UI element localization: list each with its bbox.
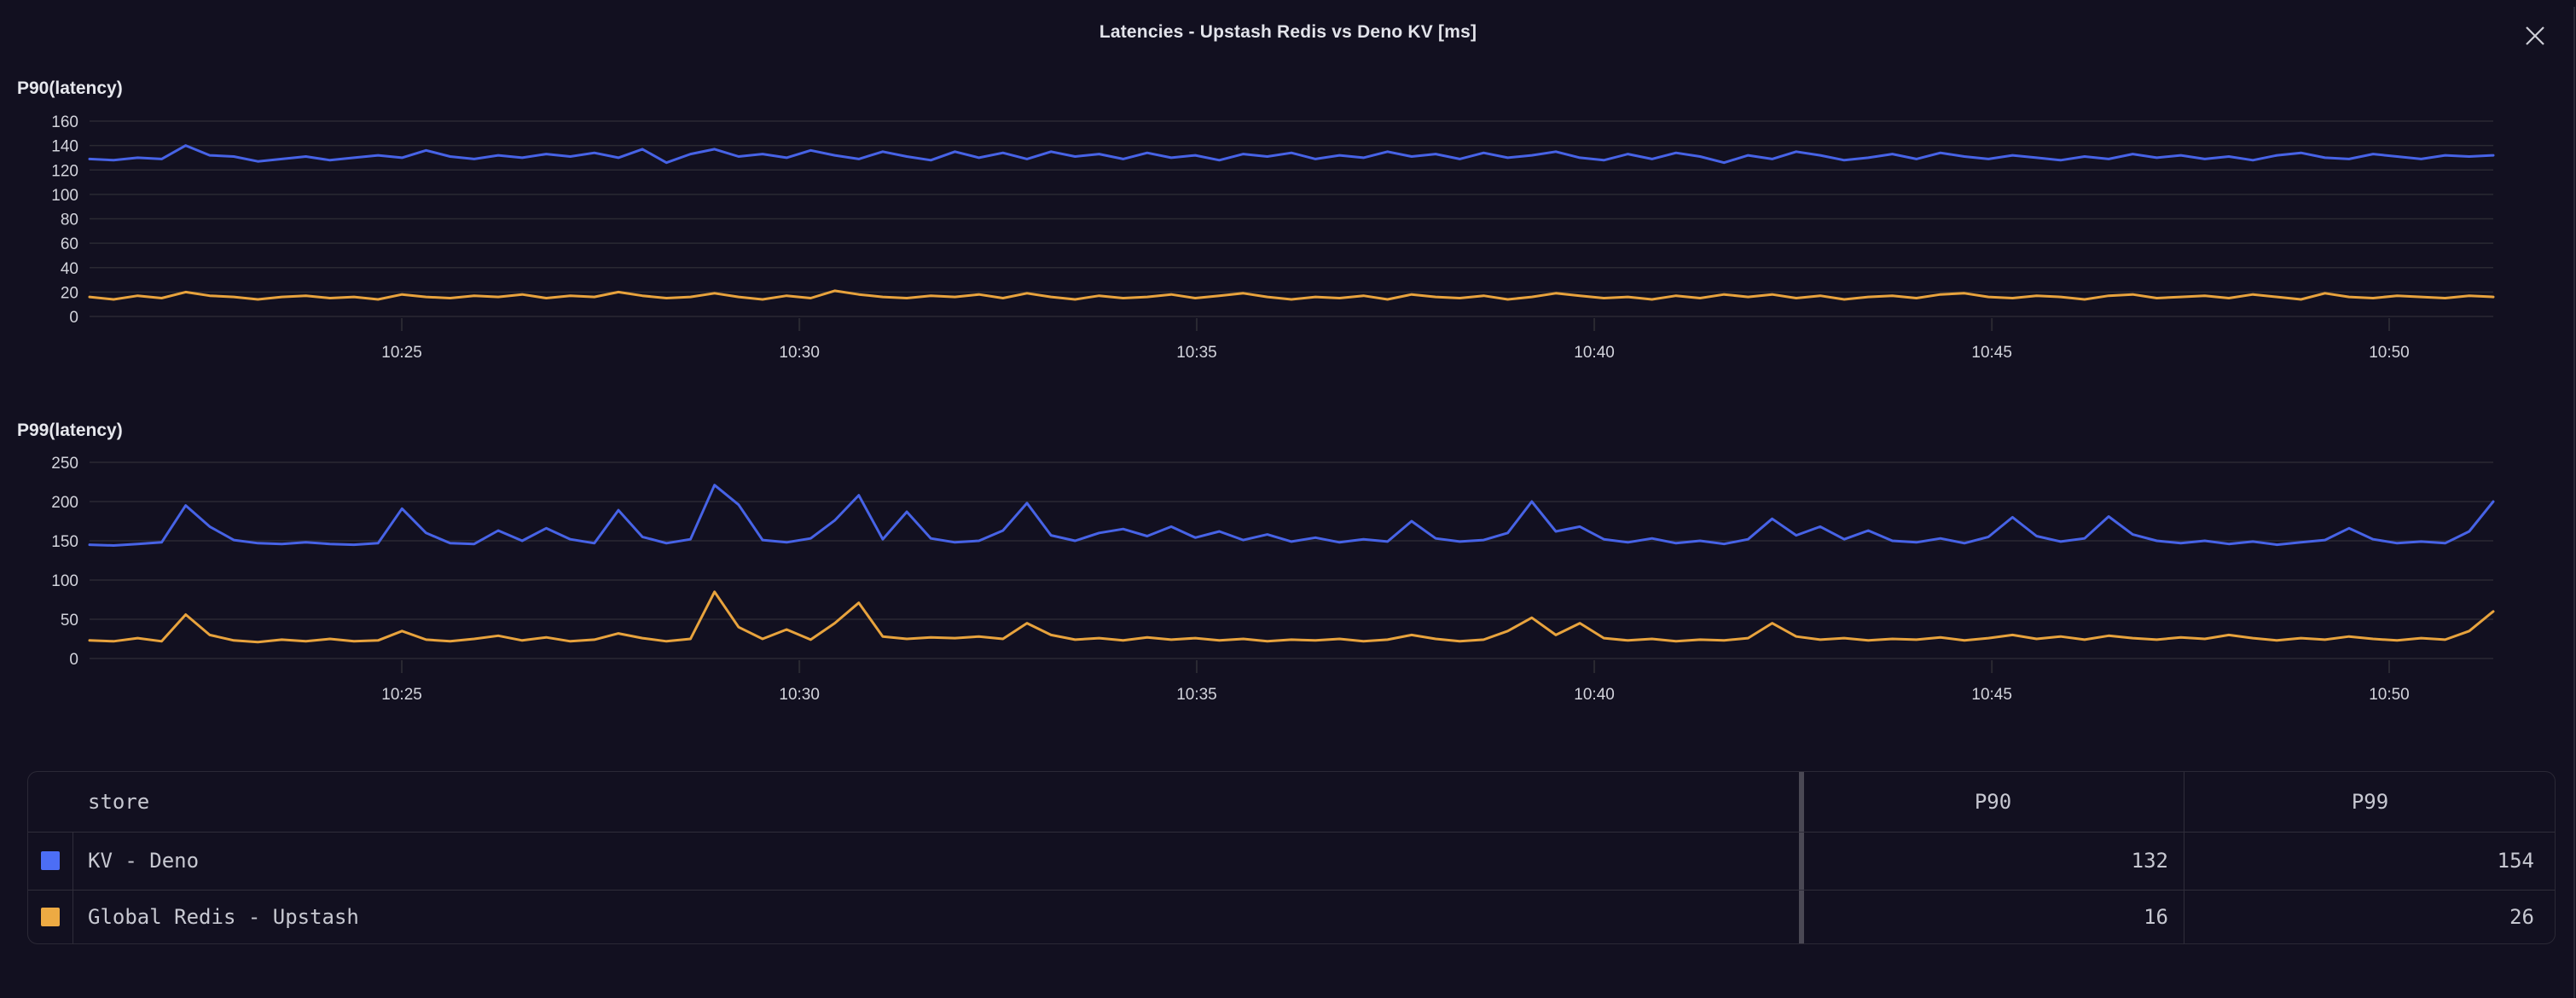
svg-text:10:35: 10:35 <box>1176 344 1217 362</box>
p90-chart: 160 140 120 100 80 60 40 20 0 10:25 10:30 10:35 10:4… <box>0 111 2576 367</box>
svg-text:60: 60 <box>61 235 78 253</box>
svg-text:10:30: 10:30 <box>779 686 820 704</box>
p99-value: 154 <box>2497 849 2534 873</box>
svg-text:20: 20 <box>61 284 78 302</box>
svg-text:140: 140 <box>51 138 78 156</box>
column-divider-handle[interactable] <box>1799 772 1804 943</box>
panel-title: Latencies - Upstash Redis vs Deno KV [ms… <box>1099 22 1477 42</box>
svg-text:10:30: 10:30 <box>779 344 820 362</box>
titlebar: Latencies - Upstash Redis vs Deno KV [ms… <box>0 0 2576 65</box>
svg-text:10:25: 10:25 <box>381 686 422 704</box>
row-separator <box>28 832 2555 833</box>
svg-text:100: 100 <box>51 572 78 590</box>
svg-text:10:40: 10:40 <box>1574 686 1615 704</box>
svg-text:150: 150 <box>51 533 78 551</box>
header-p90: P90 <box>1974 790 2012 814</box>
header-store: store <box>88 790 150 814</box>
series-swatch-cell <box>28 890 73 944</box>
series-swatch-cell <box>28 832 73 890</box>
p99-value: 26 <box>2509 905 2534 929</box>
svg-text:10:25: 10:25 <box>381 344 422 362</box>
svg-text:50: 50 <box>61 612 78 630</box>
window-scrollbar[interactable] <box>2573 7 2575 998</box>
p90-value: 16 <box>2144 905 2168 929</box>
svg-text:160: 160 <box>51 113 78 131</box>
svg-text:10:35: 10:35 <box>1176 686 1217 704</box>
svg-text:120: 120 <box>51 162 78 180</box>
row-separator <box>28 890 2555 891</box>
svg-text:10:40: 10:40 <box>1574 344 1615 362</box>
close-button[interactable] <box>2518 19 2552 53</box>
close-icon <box>2526 26 2544 45</box>
svg-text:10:50: 10:50 <box>2369 686 2410 704</box>
svg-text:10:45: 10:45 <box>1971 686 2012 704</box>
svg-text:40: 40 <box>61 260 78 278</box>
kv-deno-swatch <box>41 851 60 870</box>
store-name: Global Redis - Upstash <box>88 905 359 929</box>
p99-chart: 250 200 150 100 50 0 10:25 10:30 10:35 10:40 10:45… <box>0 452 2576 708</box>
svg-text:10:50: 10:50 <box>2369 344 2410 362</box>
svg-text:80: 80 <box>61 212 78 229</box>
store-name: KV - Deno <box>88 849 200 873</box>
p90-chart-title: P90(latency) <box>17 78 123 98</box>
svg-text:0: 0 <box>69 309 78 327</box>
header-p99: P99 <box>2351 790 2389 814</box>
upstash-swatch <box>41 908 60 926</box>
svg-text:250: 250 <box>51 455 78 473</box>
svg-text:0: 0 <box>69 651 78 669</box>
svg-text:10:45: 10:45 <box>1971 344 2012 362</box>
p90-value: 132 <box>2131 849 2168 873</box>
summary-table: store P90 P99 KV - Deno 132 154 Global R… <box>27 771 2556 944</box>
svg-text:200: 200 <box>51 494 78 512</box>
p99-chart-title: P99(latency) <box>17 421 123 440</box>
svg-text:100: 100 <box>51 187 78 205</box>
